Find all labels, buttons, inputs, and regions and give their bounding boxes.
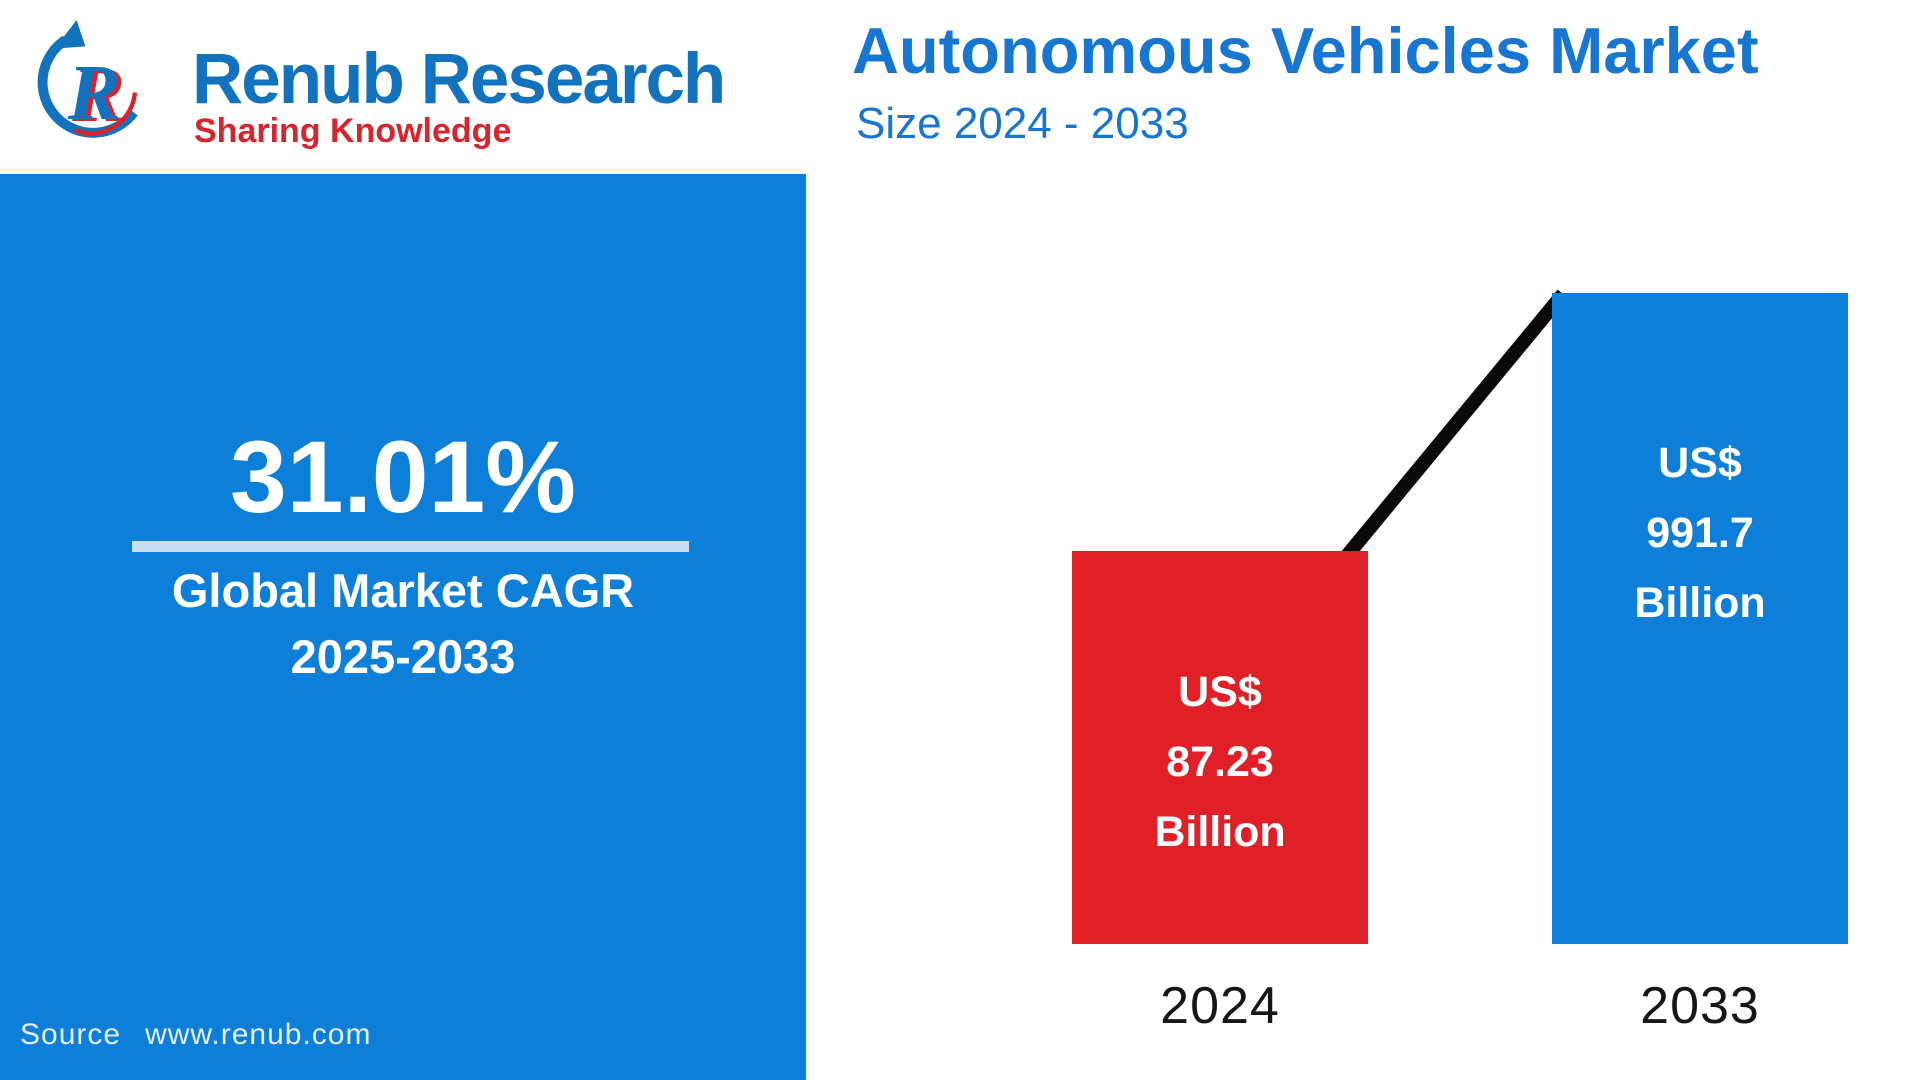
bar-2024-label-line1: US$	[1178, 667, 1262, 716]
bar-2024: US$ 87.23 Billion	[1072, 551, 1368, 944]
bar-2033: US$ 991.7 Billion	[1552, 293, 1848, 944]
renub-logo-icon: R R	[37, 20, 138, 139]
source-line: Source www.renub.com	[20, 1018, 371, 1052]
year-label-2024: 2024	[1160, 977, 1280, 1035]
logo-letter-shadow: R	[71, 51, 125, 139]
bar-2033-label-line2: 991.7	[1646, 508, 1754, 557]
brand-name: Renub Research	[192, 40, 726, 119]
bar-2033-value-label: US$ 991.7 Billion	[1634, 428, 1765, 638]
bar-2024-label-line2: 87.23	[1166, 737, 1274, 786]
cagr-caption-line2: 2025-2033	[290, 630, 516, 683]
source-url: www.renub.com	[145, 1018, 372, 1051]
cagr-panel: 31.01% Global Market CAGR 2025-2033 Sour…	[0, 174, 806, 1080]
logo-letter: R	[67, 49, 121, 137]
bar-2033-label-line3: Billion	[1634, 578, 1766, 627]
bar-2024-value-label: US$ 87.23 Billion	[1154, 657, 1285, 867]
cagr-caption-line1: Global Market CAGR	[171, 564, 635, 617]
bar-2024-label-line3: Billion	[1154, 807, 1286, 856]
cagr-caption: Global Market CAGR 2025-2033	[0, 558, 806, 690]
page-title: Autonomous Vehicles Market	[852, 14, 1759, 87]
brand-logo: R R Renub Research Sharing Knowledge	[22, 14, 726, 164]
brand-tagline: Sharing Knowledge	[194, 112, 512, 150]
page-subtitle: Size 2024 - 2033	[856, 99, 1189, 148]
source-label: Source	[20, 1018, 122, 1051]
bar-2033-label-line1: US$	[1658, 438, 1742, 487]
year-label-2033: 2033	[1640, 977, 1760, 1035]
cagr-divider	[132, 541, 689, 552]
cagr-value: 31.01%	[230, 420, 576, 534]
